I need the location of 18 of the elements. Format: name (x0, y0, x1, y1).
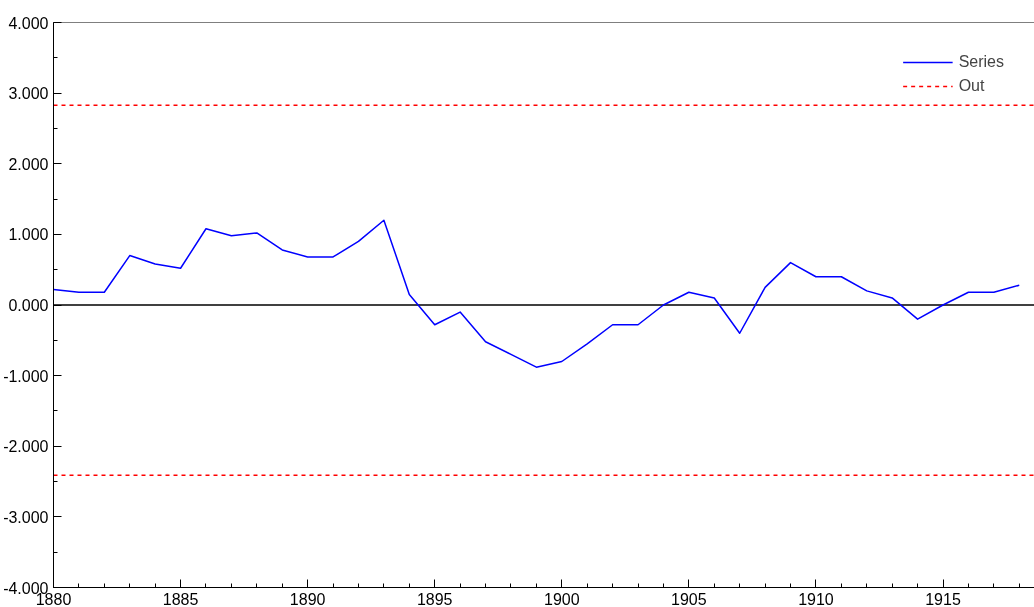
x-tick-label: 1910 (798, 590, 834, 607)
x-tick-label: 1915 (925, 590, 961, 607)
x-tick-label: 1885 (162, 590, 199, 607)
y-tick-label: 2.000 (8, 155, 49, 173)
y-tick-label: 1.000 (8, 226, 49, 244)
legend-label: Out (958, 77, 985, 95)
x-tick-label: 1895 (416, 590, 453, 607)
y-tick-label: -2.000 (3, 438, 49, 456)
line-series (53, 219, 1020, 368)
x-tick-label: 1890 (289, 590, 326, 607)
y-tick-label: 0.000 (8, 297, 49, 314)
y-tick-label: 3.000 (8, 85, 49, 103)
y-tick-label: 4.000 (8, 14, 49, 32)
x-tick-label: 1905 (671, 590, 707, 607)
legend-label: Series (958, 53, 1004, 71)
y-tick-label: -1.000 (3, 367, 49, 385)
x-tick-label: 1900 (543, 590, 580, 607)
y-tick-label: -3.000 (3, 508, 49, 526)
